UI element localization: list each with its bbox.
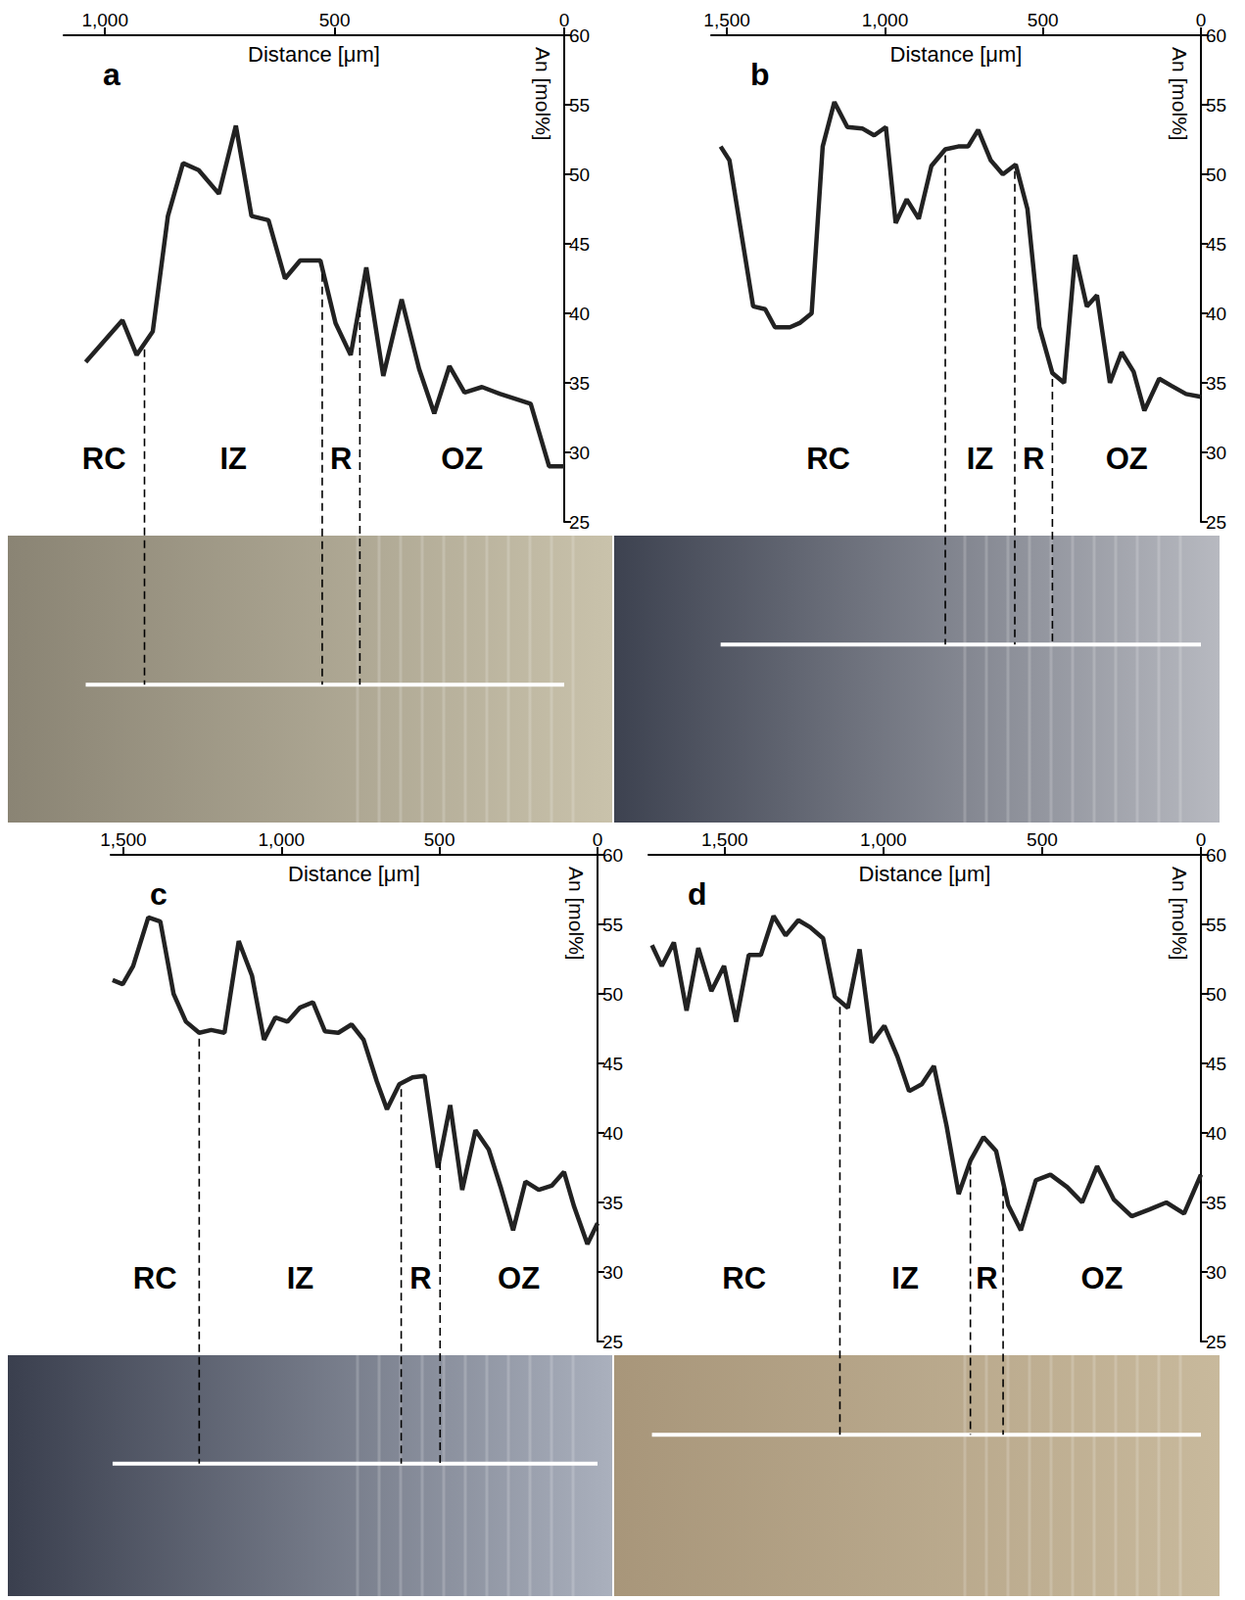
svg-text:An [mol%]: An [mol%] <box>1168 866 1192 961</box>
svg-text:500: 500 <box>424 829 456 851</box>
svg-text:45: 45 <box>1205 234 1227 255</box>
svg-text:OZ: OZ <box>1105 441 1149 477</box>
svg-text:1,000: 1,000 <box>861 9 910 31</box>
svg-text:50: 50 <box>569 164 590 186</box>
svg-text:500: 500 <box>1027 9 1059 31</box>
svg-text:R: R <box>330 441 352 477</box>
svg-text:40: 40 <box>1205 1123 1227 1145</box>
svg-text:500: 500 <box>319 9 351 31</box>
svg-text:R: R <box>409 1261 431 1296</box>
svg-text:55: 55 <box>1205 95 1227 116</box>
svg-text:60: 60 <box>569 25 590 47</box>
svg-text:55: 55 <box>569 95 590 116</box>
svg-text:R: R <box>975 1261 998 1296</box>
svg-text:25: 25 <box>602 1332 623 1353</box>
svg-text:25: 25 <box>1205 512 1227 533</box>
svg-text:50: 50 <box>1205 984 1227 1006</box>
svg-text:40: 40 <box>569 303 590 325</box>
svg-text:60: 60 <box>1205 845 1227 866</box>
svg-text:An [mol%]: An [mol%] <box>565 866 588 961</box>
svg-text:R: R <box>1022 441 1045 477</box>
svg-text:30: 30 <box>1205 442 1227 464</box>
svg-text:1,500: 1,500 <box>99 829 147 851</box>
svg-text:IZ: IZ <box>966 441 995 477</box>
svg-text:1,000: 1,000 <box>81 9 129 31</box>
svg-text:RC: RC <box>133 1261 178 1296</box>
svg-text:30: 30 <box>602 1262 623 1284</box>
svg-text:55: 55 <box>602 914 623 936</box>
svg-text:IZ: IZ <box>219 441 247 477</box>
svg-text:45: 45 <box>1205 1053 1227 1075</box>
svg-text:500: 500 <box>1026 829 1058 851</box>
svg-text:IZ: IZ <box>891 1261 919 1296</box>
svg-text:a: a <box>102 56 121 93</box>
svg-text:0: 0 <box>559 9 571 31</box>
svg-text:45: 45 <box>602 1053 623 1075</box>
svg-text:50: 50 <box>602 984 623 1006</box>
svg-text:35: 35 <box>1205 1193 1227 1214</box>
svg-text:Distance [μm]: Distance [μm] <box>287 861 421 887</box>
svg-text:1,000: 1,000 <box>860 829 908 851</box>
svg-text:60: 60 <box>602 845 623 866</box>
svg-text:30: 30 <box>1205 1262 1227 1284</box>
svg-text:Distance [μm]: Distance [μm] <box>890 42 1023 67</box>
svg-text:35: 35 <box>569 373 590 394</box>
svg-text:RC: RC <box>721 1261 767 1296</box>
svg-text:OZ: OZ <box>440 441 483 477</box>
svg-text:0: 0 <box>1196 9 1207 31</box>
svg-text:60: 60 <box>1205 25 1227 47</box>
svg-text:IZ: IZ <box>287 1261 315 1296</box>
svg-text:1,500: 1,500 <box>703 9 751 31</box>
svg-text:35: 35 <box>602 1193 623 1214</box>
svg-text:d: d <box>687 876 708 912</box>
svg-text:Distance [μm]: Distance [μm] <box>247 42 381 67</box>
svg-text:OZ: OZ <box>497 1261 540 1296</box>
svg-text:50: 50 <box>1205 164 1227 186</box>
svg-text:b: b <box>750 56 770 93</box>
svg-text:45: 45 <box>569 234 590 255</box>
svg-text:25: 25 <box>1205 1332 1227 1353</box>
svg-text:RC: RC <box>82 441 127 477</box>
svg-text:OZ: OZ <box>1080 1261 1123 1296</box>
svg-text:55: 55 <box>1205 914 1227 936</box>
svg-text:An [mol%]: An [mol%] <box>1168 47 1192 142</box>
svg-text:RC: RC <box>806 441 851 477</box>
svg-text:1,500: 1,500 <box>701 829 749 851</box>
svg-text:Distance [μm]: Distance [μm] <box>859 861 992 887</box>
svg-text:An [mol%]: An [mol%] <box>531 47 555 142</box>
svg-text:40: 40 <box>1205 303 1227 325</box>
svg-text:40: 40 <box>602 1123 623 1145</box>
svg-text:30: 30 <box>569 442 590 464</box>
svg-text:0: 0 <box>592 829 604 851</box>
svg-text:0: 0 <box>1196 829 1207 851</box>
svg-text:25: 25 <box>569 512 590 533</box>
svg-text:c: c <box>149 876 168 912</box>
svg-text:35: 35 <box>1205 373 1227 394</box>
svg-text:1,000: 1,000 <box>257 829 305 851</box>
